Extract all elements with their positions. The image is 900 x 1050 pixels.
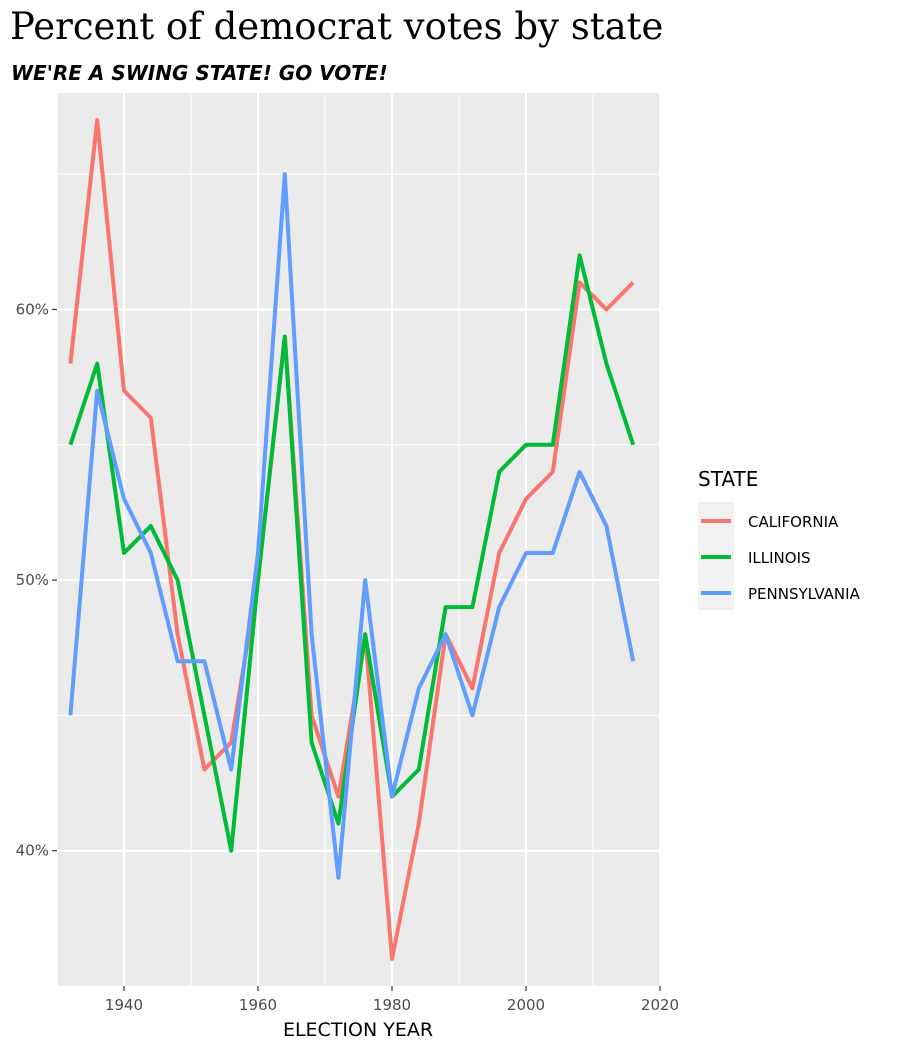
y-tick-label: 60% — [16, 300, 49, 318]
series-lines — [68, 118, 636, 961]
x-axis-title: ELECTION YEAR — [283, 1019, 433, 1041]
x-tick-label: 2000 — [507, 996, 545, 1014]
x-tick-label: 1980 — [373, 996, 411, 1014]
x-tick-label: 1940 — [105, 996, 143, 1014]
plot-panel — [57, 93, 660, 986]
legend-label-illinois: ILLINOIS — [748, 549, 811, 567]
y-axis: 40% 50% 60% — [16, 300, 57, 860]
x-axis: 1940 1960 1980 2000 2020 — [105, 986, 679, 1014]
legend: STATE CALIFORNIA ILLINOIS PENNSYLVANIA — [698, 467, 861, 610]
x-tick-label: 2020 — [641, 996, 679, 1014]
chart-title: Percent of democrat votes by state — [10, 5, 663, 48]
minor-gridlines — [56, 93, 660, 986]
series-line-pennsylvania — [68, 172, 636, 880]
legend-label-california: CALIFORNIA — [748, 513, 839, 531]
chart-subtitle: WE'RE A SWING STATE! GO VOTE! — [11, 61, 388, 85]
y-tick-label: 50% — [16, 571, 49, 589]
y-tick-label: 40% — [16, 842, 49, 860]
legend-title: STATE — [698, 467, 758, 491]
x-tick-label: 1960 — [239, 996, 277, 1014]
legend-label-pennsylvania: PENNSYLVANIA — [748, 585, 861, 603]
